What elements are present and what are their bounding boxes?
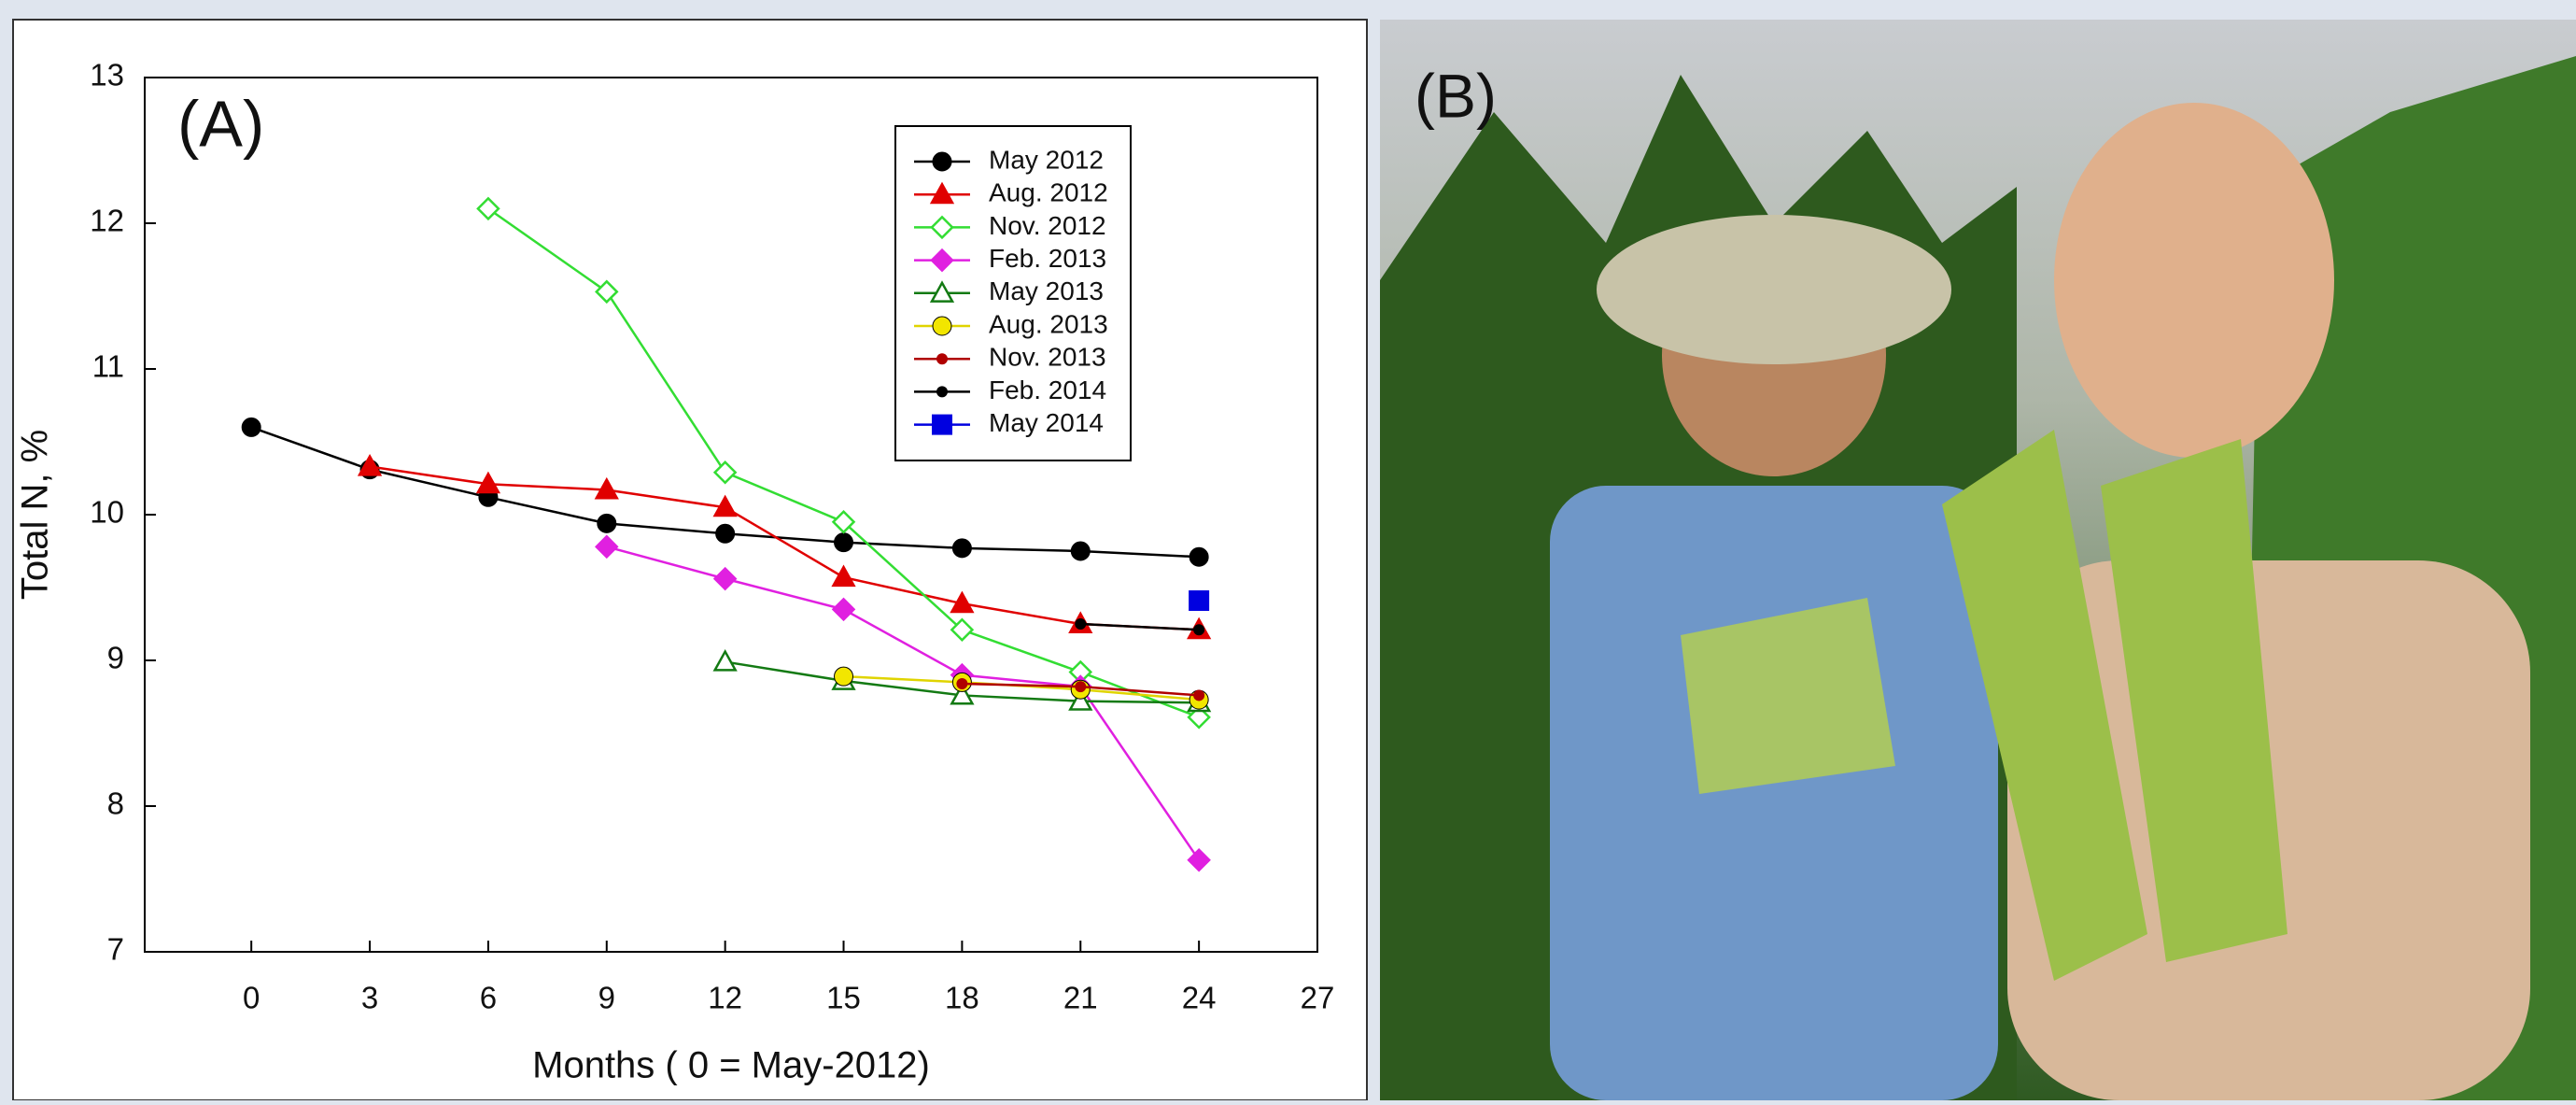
marker [952, 539, 971, 558]
person-shirt [1550, 486, 1998, 1100]
x-tick-label: 12 [708, 981, 742, 1015]
marker [1071, 542, 1090, 560]
legend-marker [936, 353, 948, 364]
panel-label: (B) [1415, 61, 1497, 130]
legend-marker [936, 386, 948, 397]
marker [835, 667, 853, 686]
marker [835, 533, 853, 552]
x-tick-label: 27 [1301, 981, 1335, 1015]
marker [1193, 689, 1204, 701]
x-tick-label: 24 [1182, 981, 1217, 1015]
legend-label: Aug. 2013 [989, 309, 1108, 338]
marker [1075, 618, 1086, 630]
legend-label: May 2012 [989, 145, 1104, 174]
y-tick-label: 8 [107, 786, 124, 821]
chart-panel [13, 20, 1367, 1100]
x-tick-label: 3 [361, 981, 378, 1015]
legend-label: May 2014 [989, 408, 1104, 437]
x-tick-label: 6 [480, 981, 497, 1015]
person-face [2054, 103, 2334, 458]
y-tick-label: 9 [107, 641, 124, 675]
page: (B) (A) Months ( 0 = May-2012) Total N, … [0, 0, 2576, 1100]
x-tick-label: 15 [826, 981, 861, 1015]
legend: May 2012 Aug. 2012 Nov. 2012 Feb. 2013 May 2… [895, 126, 1131, 460]
x-tick-label: 21 [1063, 981, 1098, 1015]
legend-marker [933, 317, 951, 335]
figure: (B) (A) Months ( 0 = May-2012) Total N, … [0, 0, 2576, 1100]
y-tick-label: 13 [90, 58, 124, 92]
y-tick-label: 11 [92, 349, 124, 384]
marker [1193, 624, 1204, 635]
legend-marker [932, 415, 952, 435]
y-tick-label: 10 [90, 495, 124, 530]
y-tick-label: 12 [90, 204, 124, 238]
legend-label: May 2013 [989, 276, 1104, 305]
marker [956, 678, 967, 689]
marker [1075, 681, 1086, 692]
x-tick-label: 18 [945, 981, 979, 1015]
hat [1597, 215, 1951, 364]
legend-label: Feb. 2014 [989, 375, 1106, 404]
y-tick-label: 7 [107, 932, 124, 967]
x-tick-label: 0 [243, 981, 260, 1015]
legend-marker [933, 152, 951, 171]
panel-label: (A) [177, 87, 264, 160]
y-axis-label: Total N, % [15, 430, 56, 600]
marker [1189, 547, 1208, 566]
photo-panel: (B) [1380, 20, 2576, 1100]
x-tick-label: 9 [598, 981, 615, 1015]
legend-label: Nov. 2012 [989, 211, 1106, 240]
legend-label: Feb. 2013 [989, 244, 1106, 273]
marker [242, 418, 260, 436]
legend-label: Aug. 2012 [989, 178, 1108, 207]
marker [716, 524, 735, 543]
legend-label: Nov. 2013 [989, 343, 1106, 372]
marker [598, 514, 616, 532]
marker [1189, 590, 1209, 611]
x-axis-label: Months ( 0 = May-2012) [532, 1045, 930, 1086]
